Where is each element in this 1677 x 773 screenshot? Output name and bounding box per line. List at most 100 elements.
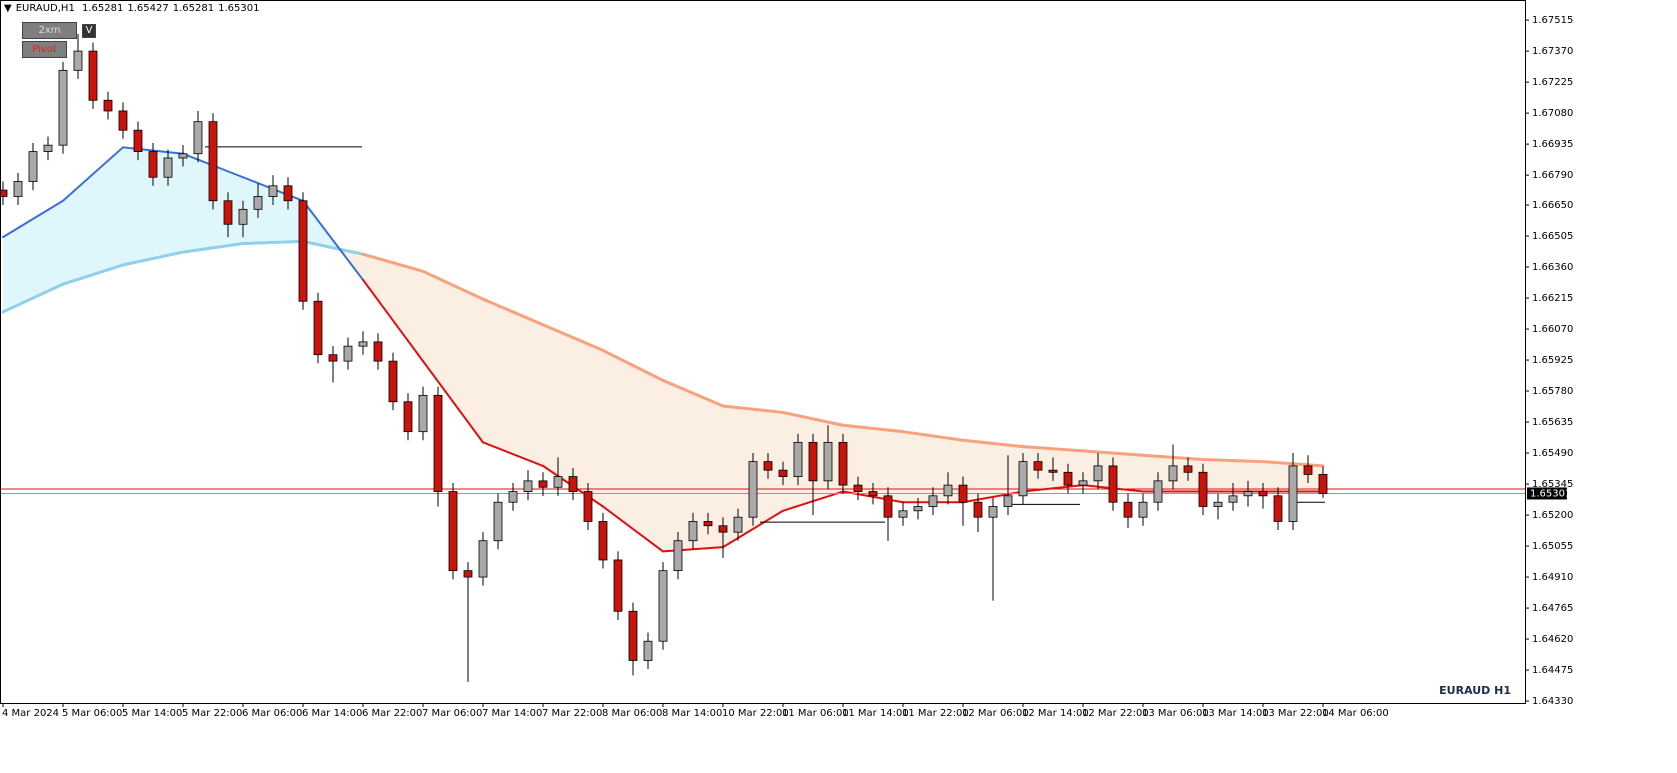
candle-body bbox=[0, 189, 8, 197]
x-tick-label: 5 Mar 22:00 bbox=[182, 708, 242, 719]
candle-body bbox=[988, 506, 998, 518]
candle-body bbox=[463, 570, 473, 578]
slow-ma-line bbox=[61, 263, 125, 286]
candle-body bbox=[628, 610, 638, 661]
candle-body bbox=[1048, 469, 1058, 473]
y-tick-label: 1.65635 bbox=[1532, 417, 1573, 428]
candle-body bbox=[73, 50, 83, 71]
x-tick-label: 7 Mar 22:00 bbox=[542, 708, 602, 719]
candle-body bbox=[508, 491, 518, 503]
fast-ma-line bbox=[362, 278, 424, 363]
candle-body bbox=[1003, 495, 1013, 507]
candle-body bbox=[1273, 495, 1283, 522]
x-tick-label: 11 Mar 14:00 bbox=[842, 708, 909, 719]
y-tick-label: 1.65200 bbox=[1532, 510, 1573, 521]
candle-body bbox=[1228, 495, 1238, 503]
candle-body bbox=[673, 540, 683, 572]
candle-body bbox=[808, 441, 818, 482]
candle-body bbox=[1183, 465, 1193, 473]
y-tick-label: 1.66070 bbox=[1532, 324, 1573, 335]
y-tick-label: 1.66360 bbox=[1532, 262, 1573, 273]
x-tick-label: 4 Mar 2024 bbox=[2, 708, 59, 719]
candle-body bbox=[298, 200, 308, 302]
candle-body bbox=[1318, 474, 1328, 494]
slow-ma-line bbox=[721, 404, 785, 414]
candle-body bbox=[823, 441, 833, 482]
y-tick-label: 1.65780 bbox=[1532, 386, 1573, 397]
button[interactable]: 2xm bbox=[22, 22, 77, 39]
ohlc: 1.65281 bbox=[82, 3, 124, 14]
x-tick-label: 6 Mar 14:00 bbox=[302, 708, 362, 719]
candle-body bbox=[613, 559, 623, 612]
candle-body bbox=[793, 441, 803, 477]
slow-ma-line bbox=[781, 410, 845, 427]
slow-ma-line bbox=[421, 269, 485, 301]
candle-body bbox=[778, 469, 788, 477]
y-tick-label: 1.65055 bbox=[1532, 541, 1573, 552]
candle-body bbox=[448, 491, 458, 572]
ma-band bbox=[423, 271, 483, 443]
candle-body bbox=[598, 521, 608, 561]
candle-body bbox=[853, 484, 863, 492]
ma-band bbox=[663, 380, 723, 552]
y-tick-label: 1.64910 bbox=[1532, 572, 1573, 583]
price-label-bg bbox=[1527, 487, 1567, 500]
ma-band bbox=[63, 147, 123, 285]
candle-body bbox=[733, 516, 743, 533]
candle-body bbox=[1258, 491, 1268, 497]
candle-body bbox=[328, 354, 338, 362]
candle-body bbox=[1093, 465, 1103, 482]
candle-body bbox=[268, 185, 278, 197]
slow-ma-line bbox=[961, 438, 1025, 449]
candle-body bbox=[28, 151, 38, 182]
candle-body bbox=[688, 521, 698, 542]
y-tick-label: 1.64475 bbox=[1532, 665, 1573, 676]
y-tick-label: 1.66215 bbox=[1532, 293, 1573, 304]
candle-body bbox=[1303, 465, 1313, 475]
candle-body bbox=[643, 640, 653, 661]
candle-body bbox=[478, 540, 488, 578]
y-tick-label: 1.64765 bbox=[1532, 603, 1573, 614]
candle-body bbox=[43, 144, 53, 152]
x-tick-label: 13 Mar 14:00 bbox=[1202, 708, 1269, 719]
symbol: EURAUD,H1 bbox=[15, 3, 75, 14]
candle-body bbox=[163, 157, 173, 178]
candle-body bbox=[148, 151, 158, 178]
candle-body bbox=[358, 341, 368, 347]
x-tick-label: 7 Mar 14:00 bbox=[482, 708, 542, 719]
x-tick-label: 13 Mar 06:00 bbox=[1142, 708, 1209, 719]
button[interactable]: Pivot bbox=[22, 41, 67, 58]
slow-ma-line bbox=[541, 323, 605, 352]
x-tick-label: 11 Mar 22:00 bbox=[902, 708, 969, 719]
candle-body bbox=[718, 525, 728, 533]
candle-body bbox=[748, 461, 758, 518]
candle-body bbox=[493, 501, 503, 542]
x-tick-label: 8 Mar 14:00 bbox=[662, 708, 722, 719]
y-tick-label: 1.67080 bbox=[1532, 108, 1573, 119]
button[interactable]: V bbox=[82, 24, 96, 38]
x-tick-label: 6 Mar 06:00 bbox=[242, 708, 302, 719]
candle-body bbox=[1153, 480, 1163, 503]
ma-band bbox=[363, 254, 423, 362]
collapse-icon[interactable]: ▼ bbox=[4, 3, 12, 14]
candle-body bbox=[868, 491, 878, 497]
slow-ma-line bbox=[1021, 445, 1085, 453]
candle-body bbox=[1078, 480, 1088, 486]
fast-ma-line bbox=[422, 360, 484, 444]
candle-body bbox=[568, 476, 578, 492]
candle-body bbox=[973, 501, 983, 518]
slow-ma-line bbox=[481, 297, 545, 327]
slow-ma-line bbox=[1081, 449, 1145, 457]
slow-ma-line bbox=[661, 378, 725, 408]
ma-band bbox=[3, 200, 63, 312]
candle-body bbox=[1138, 501, 1148, 518]
y-tick-label: 1.65345 bbox=[1532, 479, 1573, 490]
x-tick-label: 12 Mar 22:00 bbox=[1082, 708, 1149, 719]
candle-body bbox=[898, 510, 908, 518]
y-tick-label: 1.66505 bbox=[1532, 231, 1573, 242]
ohlc: 1.65427 bbox=[127, 3, 169, 14]
candle-body bbox=[208, 121, 218, 202]
candle-body bbox=[553, 476, 563, 488]
